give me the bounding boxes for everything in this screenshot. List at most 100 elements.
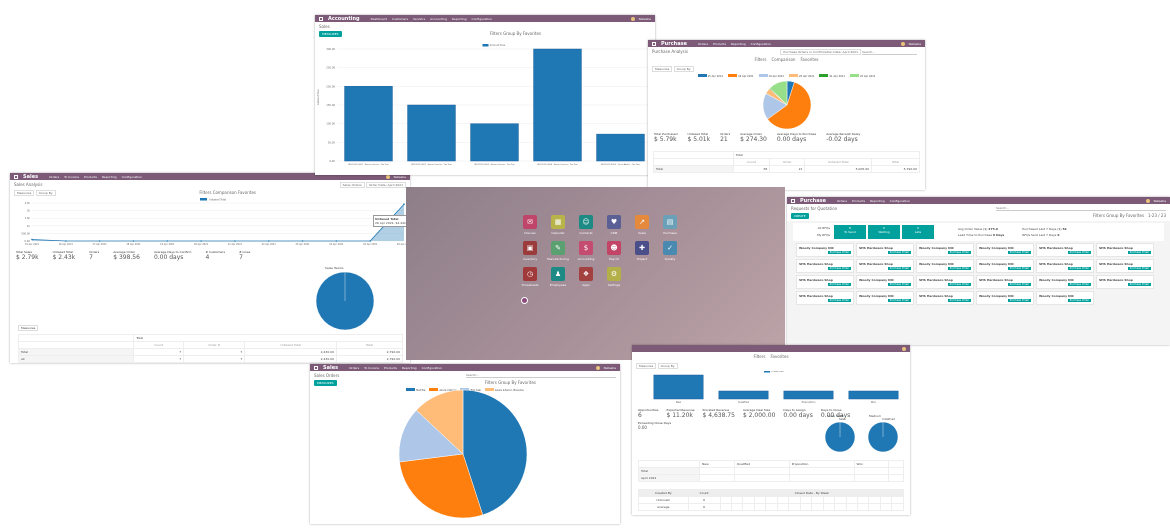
- menu-configuration[interactable]: Configuration: [889, 198, 910, 203]
- kanban-card[interactable]: Woody Company INC Purchase Order: [976, 243, 1034, 257]
- purchase-order-button[interactable]: Purchase Order: [1127, 267, 1151, 270]
- kanban-card[interactable]: SHS Hardware Shop Purchase Order: [1036, 259, 1094, 273]
- purchase-order-button[interactable]: Purchase Order: [947, 267, 971, 270]
- pivot-measure-header[interactable]: Untaxed Total: [244, 341, 337, 349]
- app-tile-project[interactable]: ✚ Project: [628, 241, 656, 261]
- menu-reporting[interactable]: Reporting: [451, 16, 467, 21]
- kanban-card[interactable]: Woody Company INC Purchase Order: [1036, 291, 1094, 305]
- app-tile-payroll[interactable]: ☻ Payroll: [600, 241, 628, 261]
- kpi[interactable]: Average Receipt Delay -0.02 days: [826, 132, 860, 143]
- data-point[interactable]: [369, 240, 371, 242]
- user-name[interactable]: Natasha: [1153, 198, 1166, 203]
- data-point[interactable]: [166, 240, 169, 242]
- app-tile-timesheets[interactable]: ◷ Timesheets: [516, 267, 544, 287]
- menu-to-invoice[interactable]: To Invoice: [364, 365, 379, 370]
- kanban-card[interactable]: Woody Company INC Purchase Order: [916, 243, 974, 257]
- group-by-button[interactable]: Group By: [1106, 213, 1125, 218]
- pivot-col-header[interactable]: Qualified: [733, 460, 790, 468]
- app-tile-apps[interactable]: ❖ Apps: [572, 267, 600, 287]
- search-input[interactable]: [466, 373, 616, 378]
- kpi[interactable]: Total Sales $ 2.79k: [16, 250, 39, 261]
- legend-item[interactable]: Amount Due: [482, 43, 506, 47]
- favorites-button[interactable]: Favorites: [237, 190, 256, 195]
- filters-button[interactable]: Filters: [754, 57, 767, 62]
- purchase-order-button[interactable]: Purchase Order: [887, 283, 911, 286]
- kanban-card[interactable]: Woody Company INC Purchase Order: [916, 259, 974, 273]
- pie-slice[interactable]: [769, 80, 787, 106]
- pivot-col-header[interactable]: Proposition: [788, 460, 855, 468]
- group-by-dropdown[interactable]: Group By: [35, 190, 56, 196]
- apps-grid-icon[interactable]: [14, 174, 18, 179]
- kanban-card[interactable]: SHS Hardware Shop Purchase Order: [1096, 259, 1154, 273]
- filters-button[interactable]: Filters: [1092, 213, 1105, 218]
- data-point[interactable]: [132, 240, 135, 242]
- pivot-col-header[interactable]: New: [699, 460, 735, 468]
- user-name[interactable]: Natasha: [638, 16, 651, 21]
- pie-slice[interactable]: [766, 81, 811, 130]
- purchase-order-button[interactable]: Purchase Order: [1007, 251, 1031, 254]
- rfq-stat-tile[interactable]: 8 To Send: [834, 225, 866, 239]
- kanban-card[interactable]: SHS Hardware Shop Purchase Order: [856, 259, 914, 273]
- menu-to-invoice[interactable]: To Invoice: [64, 174, 79, 179]
- purchase-order-button[interactable]: Purchase Order: [947, 283, 971, 286]
- kanban-card[interactable]: SHS Hardware Shop Purchase Order: [796, 259, 854, 273]
- menu-products[interactable]: Products: [384, 365, 397, 370]
- kpi[interactable]: Opportunities 6: [638, 408, 658, 419]
- kanban-card[interactable]: Woody Company INC Purchase Order: [1036, 275, 1094, 289]
- pivot-measure-header[interactable]: Count: [133, 341, 185, 349]
- menu-reporting[interactable]: Reporting: [401, 365, 417, 370]
- avatar[interactable]: [385, 174, 390, 179]
- kanban-card[interactable]: Woody Company INC Purchase Order: [796, 243, 854, 257]
- purchase-order-button[interactable]: Purchase Order: [1127, 283, 1151, 286]
- apps-grid-icon[interactable]: [319, 16, 323, 21]
- purchase-order-button[interactable]: Purchase Order: [887, 299, 911, 302]
- menu-vendors[interactable]: Vendors: [413, 16, 426, 21]
- kpi[interactable]: # Lines 7: [239, 250, 250, 261]
- pivot-row-header[interactable]: all: [17, 355, 135, 363]
- kpi[interactable]: Orders 7: [89, 250, 99, 261]
- group-by-dropdown[interactable]: Group By: [673, 66, 694, 72]
- avatar[interactable]: [595, 365, 600, 370]
- search-facet[interactable]: Sales Orders: [339, 182, 365, 188]
- menu-products[interactable]: Products: [852, 198, 866, 203]
- pivot-measures-button[interactable]: Measures: [18, 325, 39, 331]
- filters-button[interactable]: Filters: [484, 380, 497, 385]
- menu-products[interactable]: Products: [84, 174, 97, 179]
- purchase-order-button[interactable]: Purchase Order: [1067, 283, 1091, 286]
- purchase-order-button[interactable]: Purchase Order: [827, 251, 851, 254]
- pivot-measure-header[interactable]: Total: [336, 341, 403, 349]
- kpi[interactable]: Prorated Revenue $ 4,638.75: [703, 408, 735, 419]
- kanban-card[interactable]: SHS Hardware Shop Purchase Order: [1096, 243, 1154, 257]
- legend-item[interactable]: 21 Apr 2021: [819, 74, 845, 78]
- purchase-order-button[interactable]: Purchase Order: [887, 251, 911, 254]
- pivot-col-header[interactable]: Total: [133, 334, 403, 342]
- kanban-card[interactable]: Woody Company INC Purchase Order: [856, 275, 914, 289]
- kanban-card[interactable]: SHS Hardware Shop Purchase Order: [916, 275, 974, 289]
- kpi[interactable]: Expected Revenue $ 11.20k: [666, 408, 694, 419]
- rfq-stat-tile[interactable]: 0 Late: [902, 225, 934, 239]
- apps-grid-icon[interactable]: [791, 198, 795, 203]
- purchase-order-button[interactable]: Purchase Order: [887, 267, 911, 270]
- bar[interactable]: [848, 390, 899, 400]
- purchase-order-button[interactable]: Purchase Order: [947, 251, 971, 254]
- bar[interactable]: [783, 390, 834, 400]
- group-by-button[interactable]: Group By: [498, 380, 517, 385]
- bar[interactable]: [718, 390, 769, 400]
- filters-button[interactable]: Filters: [753, 354, 766, 359]
- favorites-button[interactable]: Favorites: [800, 57, 819, 62]
- pie-slice[interactable]: [415, 389, 464, 455]
- app-tile-quality[interactable]: ✓ Quality: [656, 241, 684, 261]
- kpi[interactable]: Average Days to Confirm 0.00 days: [154, 250, 192, 261]
- bar[interactable]: [533, 48, 582, 162]
- legend-item[interactable]: Azure Interior: [429, 388, 456, 392]
- pie-slice[interactable]: [399, 453, 484, 519]
- kanban-card[interactable]: SHS Hardware Shop Purchase Order: [796, 275, 854, 289]
- legend-item[interactable]: 15 Apr 2021: [697, 74, 723, 78]
- pivot-row-header[interactable]: April 2021: [637, 474, 701, 482]
- measures-dropdown[interactable]: Measures: [652, 66, 673, 72]
- filters-button[interactable]: Filters: [489, 31, 502, 36]
- kanban-card[interactable]: Woody Company INC Purchase Order: [976, 259, 1034, 273]
- app-tile-manufacturing[interactable]: ✎ Manufacturing: [544, 241, 572, 261]
- pivot-row-header[interactable]: Total: [653, 165, 734, 173]
- user-name[interactable]: Natasha: [908, 41, 921, 46]
